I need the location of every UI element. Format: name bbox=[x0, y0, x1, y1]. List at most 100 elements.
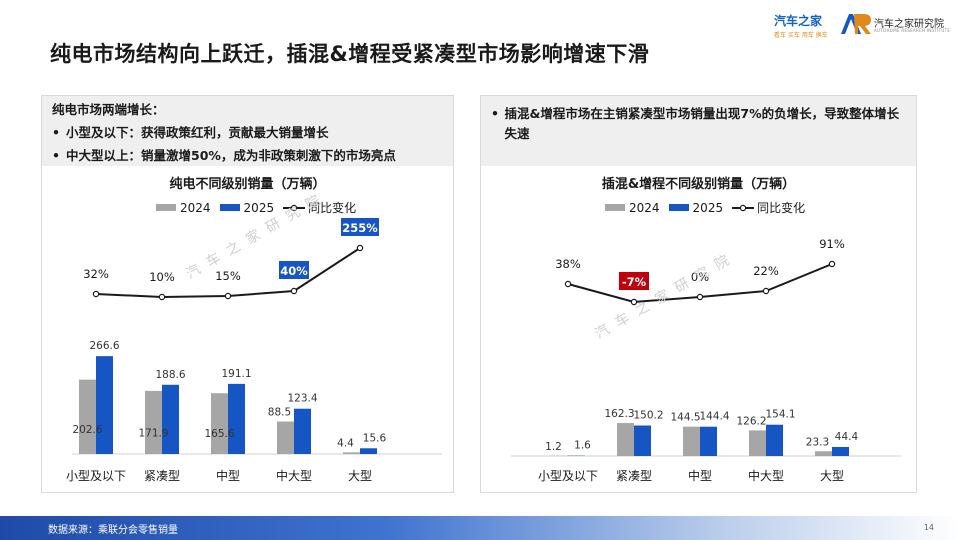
yoy-point bbox=[224, 292, 232, 300]
category-label: 大型 bbox=[348, 469, 372, 483]
left-chart-legend: 2024 2025 同比变化 bbox=[156, 199, 365, 216]
left-chart-title: 纯电不同级别销量（万辆） bbox=[169, 177, 326, 192]
data-label-2024: 162.3 bbox=[604, 408, 634, 420]
bar-2025 bbox=[96, 356, 113, 454]
research-institute-name: 汽车之家研究院 bbox=[874, 19, 944, 30]
legend-swatch-2024 bbox=[605, 204, 625, 211]
legend-swatch-2025 bbox=[219, 204, 240, 211]
data-label-2025: 188.6 bbox=[155, 369, 185, 381]
yoy-point bbox=[630, 298, 638, 306]
bar-2024 bbox=[683, 426, 700, 456]
bar-2024 bbox=[815, 451, 832, 456]
bar-2025 bbox=[766, 424, 783, 456]
bar-2025 bbox=[700, 426, 717, 456]
legend-swatch-2024 bbox=[156, 204, 176, 211]
yoy-label: 22% bbox=[753, 264, 779, 278]
yoy-label: 38% bbox=[555, 257, 581, 271]
data-label-2024: 165.6 bbox=[204, 428, 234, 440]
data-label-2025: 144.4 bbox=[699, 411, 729, 423]
legend-item-2025: 2025 bbox=[668, 201, 723, 215]
category-label: 小型及以下 bbox=[66, 469, 126, 483]
category-label: 中型 bbox=[216, 468, 240, 483]
ar-logo-icon bbox=[841, 14, 871, 34]
data-label-2025: 154.1 bbox=[765, 409, 795, 421]
yoy-point bbox=[762, 287, 770, 295]
left-note-bullet: • 小型及以下：获得政策红利，贡献最大销量增长 bbox=[52, 125, 329, 140]
bar-2024 bbox=[211, 393, 228, 454]
right-panel: • 插混&增程市场在主销紧凑型市场销量出现7%的负增长，导致整体增长失速 插混&增… bbox=[480, 95, 917, 493]
left-note-bullet: • 中大型以上：销量激增50%，成为非政策刺激下的市场亮点 bbox=[52, 148, 396, 163]
yoy-point bbox=[564, 280, 572, 288]
data-label-2024: 171.9 bbox=[138, 427, 168, 439]
legend-line-marker bbox=[732, 204, 755, 211]
yoy-point bbox=[92, 290, 100, 298]
legend-item-yoy: 同比变化 bbox=[732, 199, 805, 216]
legend-swatch-2025 bbox=[668, 204, 689, 211]
right-note-box: • 插混&增程市场在主销紧凑型市场销量出现7%的负增长，导致整体增长失速 bbox=[481, 96, 916, 166]
yoy-label: 15% bbox=[215, 269, 241, 283]
bar-2025 bbox=[832, 446, 849, 456]
footer-bar: 数据来源：乘联分会零售销量 14 bbox=[0, 516, 960, 540]
category-label: 大型 bbox=[820, 469, 844, 483]
left-note-box: 纯电市场两端增长： • 小型及以下：获得政策红利，贡献最大销量增长 • 中大型以上：… bbox=[42, 96, 453, 166]
data-label-2025: 44.4 bbox=[835, 431, 859, 443]
data-label-2024: 23.3 bbox=[806, 436, 829, 448]
data-source: 数据来源：乘联分会零售销量 bbox=[48, 525, 178, 536]
yoy-label: 10% bbox=[149, 270, 175, 284]
research-institute-subtitle: AUTOHOME RESEARCH INSTITUTE bbox=[874, 28, 951, 33]
bar-2025 bbox=[634, 425, 651, 456]
category-label: 中大型 bbox=[748, 468, 784, 483]
data-label-2025: 150.2 bbox=[633, 410, 663, 422]
left-panel: 纯电市场两端增长： • 小型及以下：获得政策红利，贡献最大销量增长 • 中大型以上：… bbox=[41, 95, 454, 493]
bar-2025 bbox=[294, 408, 311, 454]
data-label-2024: 1.2 bbox=[545, 441, 562, 453]
yoy-label: 0% bbox=[691, 270, 709, 284]
legend-line-marker bbox=[283, 204, 306, 211]
bar-2024 bbox=[617, 423, 634, 456]
page-number: 14 bbox=[923, 523, 934, 532]
data-label-2025: 15.6 bbox=[363, 432, 387, 444]
autohome-logo: 汽车之家 看车 买车 用车 换车 bbox=[774, 12, 840, 39]
category-label: 中型 bbox=[688, 468, 712, 483]
bar-2024 bbox=[749, 430, 766, 456]
data-label-2024: 88.5 bbox=[268, 407, 291, 419]
category-label: 紧凑型 bbox=[616, 469, 652, 483]
category-label: 小型及以下 bbox=[538, 469, 598, 483]
legend-item-2024: 2024 bbox=[605, 201, 660, 215]
data-label-2025: 1.6 bbox=[574, 440, 591, 452]
bar-2024 bbox=[145, 390, 162, 454]
right-note-bullet: • 插混&增程市场在主销紧凑型市场销量出现7%的负增长，导致整体增长失速 bbox=[491, 106, 900, 141]
yoy-point bbox=[356, 244, 364, 252]
right-chart-title: 插混&增程不同级别销量（万辆） bbox=[601, 177, 796, 192]
left-chart: 202.6 266.6 小型及以下 171.9 188.6 紧凑型 165.6 191.1 中型… bbox=[66, 218, 442, 483]
data-label-2024: 202.6 bbox=[72, 424, 102, 436]
yoy-label: 91% bbox=[819, 237, 845, 251]
page-title: 纯电市场结构向上跃迁，插混&增程受紧凑型市场影响增速下滑 bbox=[50, 42, 650, 66]
data-label-2025: 266.6 bbox=[89, 340, 119, 352]
bar-2024 bbox=[79, 379, 96, 454]
yoy-highlight-box bbox=[619, 272, 649, 290]
yoy-point bbox=[290, 287, 298, 295]
yoy-label: 40% bbox=[280, 264, 308, 278]
bar-2024 bbox=[343, 452, 360, 454]
category-label: 中大型 bbox=[276, 468, 312, 483]
yoy-label: -7% bbox=[622, 275, 647, 289]
yoy-point bbox=[696, 293, 704, 301]
bar-2025 bbox=[228, 383, 245, 454]
legend-item-2024: 2024 bbox=[156, 201, 211, 215]
data-label-2024: 144.5 bbox=[670, 412, 700, 424]
legend-item-yoy: 同比变化 bbox=[283, 199, 356, 216]
data-label-2024: 4.4 bbox=[337, 437, 354, 449]
bar-2024 bbox=[277, 421, 294, 454]
autohome-logo-text: 汽车之家 bbox=[774, 14, 823, 28]
yoy-point bbox=[158, 293, 166, 301]
yoy-label: 32% bbox=[83, 267, 109, 281]
bar-2025 bbox=[162, 384, 179, 454]
yoy-point bbox=[828, 260, 836, 268]
yoy-highlight-box bbox=[279, 261, 309, 279]
legend-item-2025: 2025 bbox=[219, 201, 274, 215]
data-label-2024: 126.2 bbox=[736, 415, 766, 427]
yoy-label: 255% bbox=[342, 221, 378, 235]
data-label-2025: 191.1 bbox=[221, 368, 251, 380]
autohome-logo-slogan: 看车 买车 用车 换车 bbox=[774, 32, 828, 39]
